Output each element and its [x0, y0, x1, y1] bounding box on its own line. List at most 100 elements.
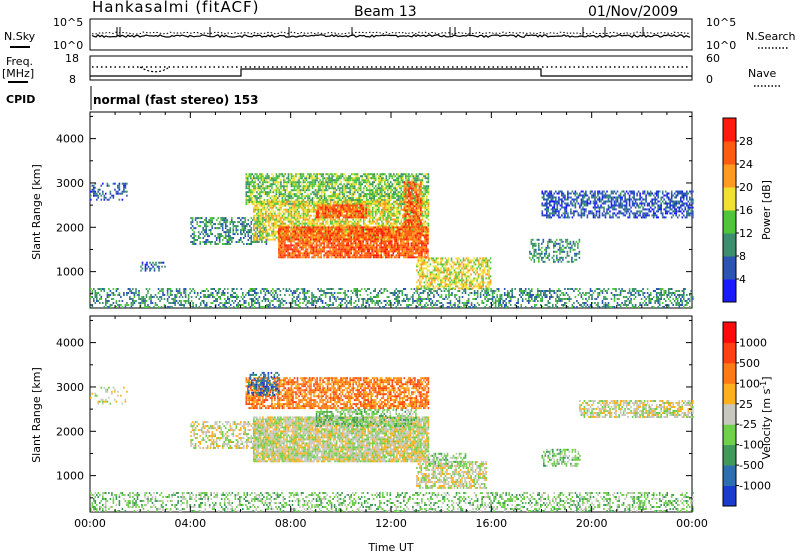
heatmap-cell [337, 179, 339, 182]
heatmap-cell [683, 296, 685, 298]
heatmap-cell [448, 290, 450, 292]
heatmap-cell [397, 175, 400, 178]
heatmap-cell [652, 306, 655, 308]
heatmap-cell [385, 195, 388, 198]
heatmap-cell [302, 302, 304, 304]
heatmap-cell [298, 183, 300, 186]
heatmap-cell [123, 184, 125, 187]
heatmap-cell [269, 214, 272, 217]
heatmap-cell [387, 185, 389, 188]
heatmap-cell [374, 208, 377, 211]
heatmap-cell [683, 306, 685, 308]
heatmap-cell [463, 306, 465, 308]
heatmap-cell [341, 191, 344, 194]
heatmap-cell [103, 198, 106, 201]
heatmap-cell [396, 216, 398, 219]
heatmap-cell [692, 298, 694, 300]
heatmap-cell [133, 294, 136, 296]
heatmap-cell [265, 235, 268, 238]
heatmap-cell [216, 298, 218, 300]
heatmap-cell [344, 224, 347, 227]
heatmap-cell [269, 302, 271, 304]
heatmap-cell [362, 187, 365, 190]
heatmap-cell [260, 175, 263, 178]
heatmap-cell [266, 200, 269, 203]
heatmap-cell [203, 229, 206, 232]
heatmap-cell [250, 217, 253, 220]
heatmap-cell [316, 222, 318, 225]
heatmap-cell [296, 224, 299, 227]
heatmap-cell [297, 306, 300, 308]
heatmap-cell [258, 235, 260, 238]
heatmap-cell [341, 220, 344, 223]
heatmap-cell [368, 206, 371, 209]
heatmap-cell [269, 200, 272, 203]
heatmap-cell [325, 222, 327, 225]
heatmap-cell [405, 195, 407, 198]
heatmap-cell [184, 296, 187, 298]
heatmap-cell [297, 304, 300, 306]
heatmap-cell [660, 296, 662, 298]
heatmap-cell [212, 223, 215, 226]
heatmap-cell [433, 290, 435, 292]
heatmap-cell [382, 199, 385, 202]
heatmap-cell [283, 208, 285, 211]
heatmap-cell [320, 175, 323, 178]
heatmap-cell [268, 187, 270, 190]
heatmap-cell [266, 202, 269, 205]
heatmap-cell [247, 239, 250, 241]
heatmap-cell [458, 290, 461, 292]
heatmap-cell [398, 292, 401, 294]
heatmap-cell [642, 288, 644, 290]
heatmap-cell [421, 195, 424, 198]
heatmap-cell [220, 302, 223, 304]
heatmap-cell [237, 241, 239, 243]
heatmap-cell [310, 201, 312, 204]
heatmap-cell [290, 224, 293, 227]
heatmap-cell [307, 208, 309, 211]
heatmap-cell [193, 241, 195, 243]
heatmap-cell [317, 193, 320, 196]
heatmap-cell [499, 298, 501, 300]
heatmap-cell [308, 173, 311, 176]
heatmap-cell [379, 195, 382, 198]
heatmap-cell [338, 187, 341, 190]
heatmap-cell [272, 199, 275, 202]
heatmap-cell [206, 241, 209, 243]
heatmap-cell [356, 292, 358, 294]
heatmap-cell [115, 306, 118, 308]
heatmap-cell [573, 290, 575, 292]
heatmap-cell [223, 304, 226, 306]
heatmap-cell [394, 181, 397, 184]
heatmap-cell [311, 296, 313, 298]
heatmap-cell [286, 183, 288, 186]
heatmap-cell [254, 214, 257, 217]
heatmap-cell [307, 220, 309, 223]
heatmap-cell [271, 216, 273, 219]
heatmap-cell [427, 187, 430, 190]
heatmap-cell [430, 288, 432, 290]
heatmap-cell [338, 288, 340, 290]
heatmap-cell [664, 300, 667, 302]
heatmap-cell [427, 185, 430, 188]
heatmap-cell [329, 187, 332, 190]
heatmap-cell [606, 306, 608, 308]
heatmap-cell [613, 300, 616, 302]
heatmap-cell [374, 195, 377, 198]
heatmap-cell [419, 304, 422, 306]
heatmap-cell [350, 173, 353, 176]
heatmap-cell [311, 302, 313, 304]
heatmap-cell [417, 185, 419, 188]
nsky-tick-bottom: 10^0 [53, 39, 83, 52]
heatmap-cell [106, 292, 109, 294]
heatmap-cell [168, 302, 170, 304]
heatmap-cell [373, 177, 375, 180]
heatmap-cell [470, 292, 473, 294]
heatmap-cell [301, 204, 303, 207]
heatmap-cell [390, 212, 392, 215]
heatmap-cell [406, 177, 409, 180]
heatmap-cell [303, 296, 306, 298]
heatmap-cell [332, 222, 335, 225]
heatmap-cell [268, 200, 270, 203]
heatmap-cell [323, 218, 326, 221]
